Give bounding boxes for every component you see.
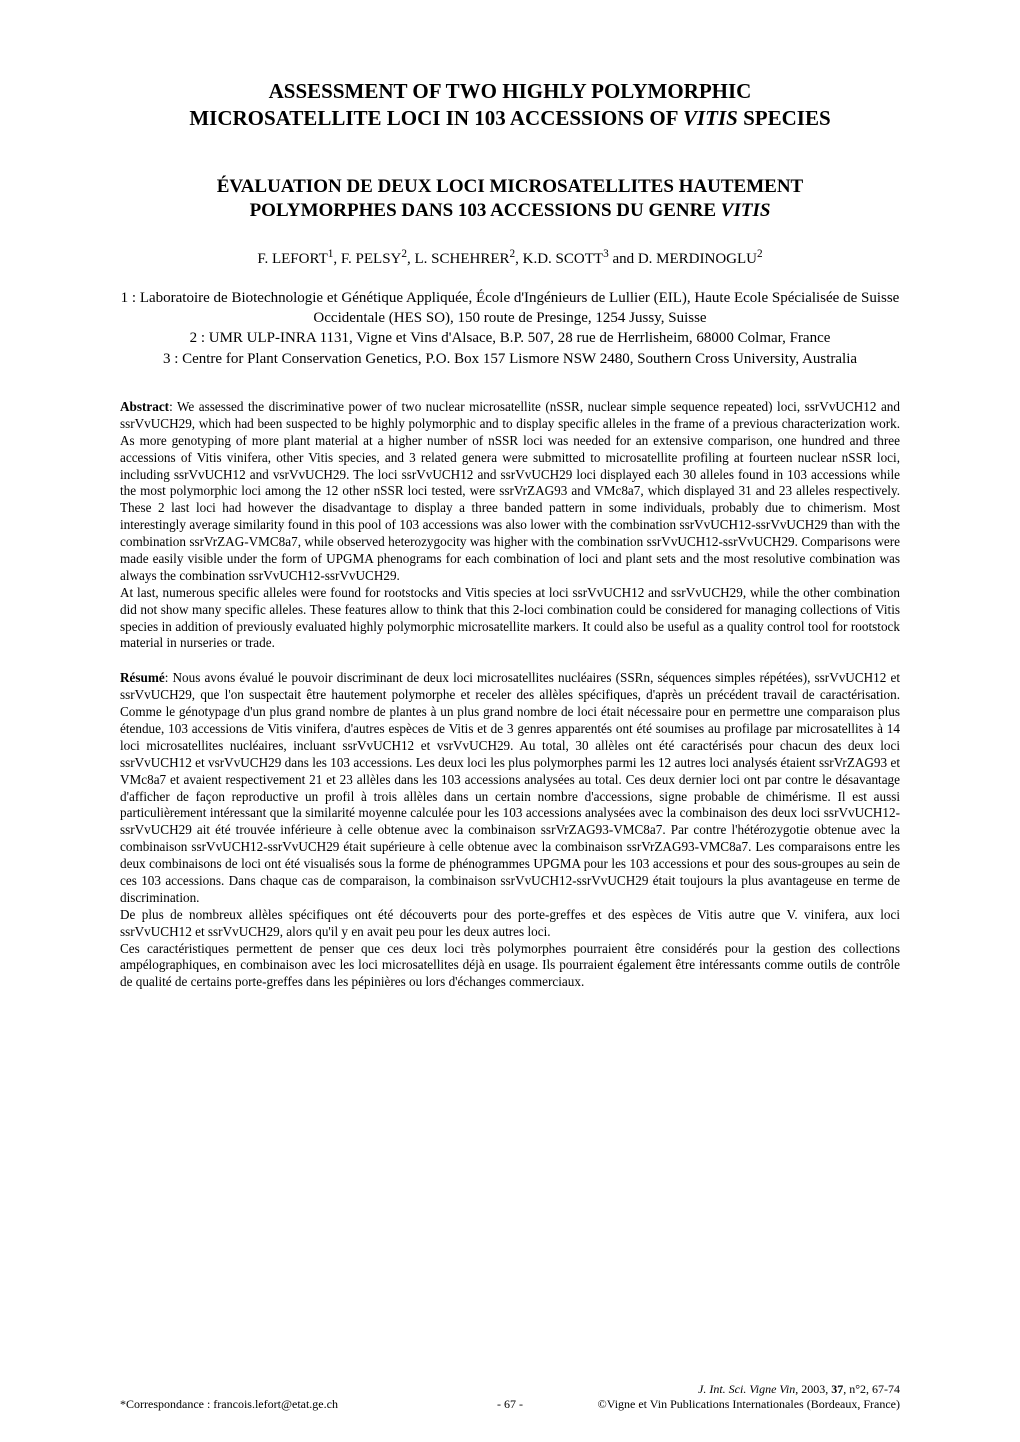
title-en-line2-c: SPECIES — [738, 106, 831, 130]
abstract-en-p1-text: : We assessed the discriminative power o… — [120, 399, 900, 583]
title-en-line2-b: VITIS — [683, 106, 738, 130]
page-footer: *Correspondance : francois.lefort@etat.g… — [120, 1382, 900, 1412]
footer-journal: J. Int. Sci. Vigne Vin — [698, 1382, 795, 1396]
title-fr-line1: ÉVALUATION DE DEUX LOCI MICROSATELLITES … — [217, 176, 803, 197]
authors-line: F. LEFORT1, F. PELSY2, L. SCHEHRER2, K.D… — [120, 248, 900, 268]
footer-page-number: - 67 - — [489, 1397, 531, 1412]
affiliation-3: 3 : Centre for Plant Conservation Geneti… — [163, 351, 857, 367]
abstract-en-p2: At last, numerous specific alleles were … — [120, 585, 900, 653]
author-1: F. LEFORT — [257, 251, 327, 267]
abstract-en-label: Abstract — [120, 399, 169, 414]
title-en-line2-a: MICROSATELLITE LOCI IN 103 ACCESSIONS OF — [189, 106, 683, 130]
footer-issue-pages: , n°2, 67-74 — [843, 1382, 900, 1396]
footer-correspondence: *Correspondance : francois.lefort@etat.g… — [120, 1397, 489, 1412]
affiliations: 1 : Laboratoire de Biotechnologie et Gén… — [120, 288, 900, 369]
footer-copyright: ©Vigne et Vin Publications International… — [598, 1397, 900, 1411]
abstract-english: Abstract: We assessed the discriminative… — [120, 399, 900, 652]
author-sep-4: and D. MERDINOGLU — [609, 251, 757, 267]
footer-volume: 37 — [831, 1382, 843, 1396]
abstract-fr-label: Résumé — [120, 670, 165, 685]
affiliation-1: 1 : Laboratoire de Biotechnologie et Gén… — [121, 290, 900, 326]
title-fr-line2-a: POLYMORPHES DANS 103 ACCESSIONS DU GENRE — [250, 200, 721, 221]
affiliation-2: 2 : UMR ULP-INRA 1131, Vigne et Vins d'A… — [190, 330, 831, 346]
title-fr-line2-b: VITIS — [721, 200, 771, 221]
author-sep-1: , F. PELSY — [333, 251, 401, 267]
title-en-line1: ASSESSMENT OF TWO HIGHLY POLYMORPHIC — [269, 79, 752, 103]
abstract-fr-p1: Résumé: Nous avons évalué le pouvoir dis… — [120, 670, 900, 906]
title-french: ÉVALUATION DE DEUX LOCI MICROSATELLITES … — [120, 175, 900, 224]
author-sep-3: , K.D. SCOTT — [515, 251, 603, 267]
author-5-aff: 2 — [757, 248, 763, 260]
abstract-fr-p2: De plus de nombreux allèles spécifiques … — [120, 907, 900, 941]
abstract-en-p1: Abstract: We assessed the discriminative… — [120, 399, 900, 585]
footer-year: , 2003, — [795, 1382, 831, 1396]
footer-citation: J. Int. Sci. Vigne Vin, 2003, 37, n°2, 6… — [531, 1382, 900, 1412]
abstract-fr-p3: Ces caractéristiques permettent de pense… — [120, 941, 900, 992]
author-sep-2: , L. SCHEHRER — [407, 251, 510, 267]
page-container: ASSESSMENT OF TWO HIGHLY POLYMORPHIC MIC… — [0, 0, 1020, 1442]
title-english: ASSESSMENT OF TWO HIGHLY POLYMORPHIC MIC… — [120, 78, 900, 133]
abstract-french: Résumé: Nous avons évalué le pouvoir dis… — [120, 670, 900, 991]
abstract-fr-p1-text: : Nous avons évalué le pouvoir discrimin… — [120, 670, 900, 905]
